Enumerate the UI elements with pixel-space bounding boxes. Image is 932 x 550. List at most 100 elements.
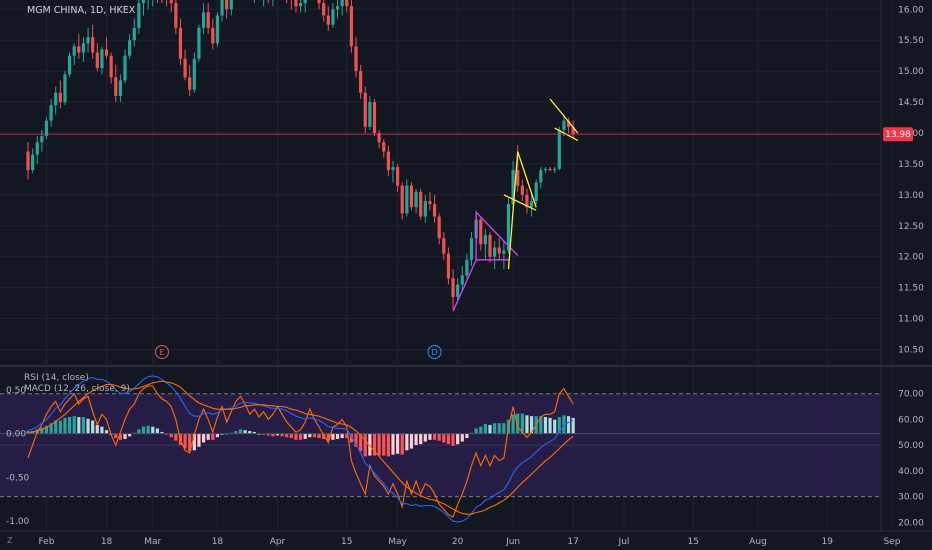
candle-body (377, 133, 381, 143)
time-tick-label: May (388, 537, 407, 547)
macd-histogram-bar (386, 433, 390, 457)
candle-body (303, 0, 307, 4)
rsi-tick-label: 20.00 (898, 518, 924, 528)
candle-body (423, 201, 427, 217)
trendline-yellow (507, 151, 519, 270)
candle-body (525, 194, 529, 208)
trendline-magenta (452, 259, 477, 312)
candle-body (174, 3, 178, 28)
rsi-tick-label: 30.00 (898, 493, 924, 503)
chart-title: MGM CHINA, 1D, HKEX (27, 5, 136, 16)
macd-histogram-bar (298, 433, 303, 440)
macd-histogram-bar (437, 433, 441, 441)
candle-body (81, 43, 86, 53)
candle-body (137, 3, 141, 28)
time-tick-label: Apr (270, 537, 286, 547)
candle-body (469, 238, 474, 260)
rsi-tick-label: 40.00 (898, 467, 924, 477)
candle-body (91, 37, 95, 53)
macd-histogram-bar (340, 433, 344, 439)
candle-body (409, 185, 414, 208)
time-tick-label: 19 (822, 537, 834, 547)
macd-histogram-bar (557, 417, 561, 434)
candle-body (506, 204, 511, 251)
macd-histogram-bar (451, 433, 455, 446)
macd-histogram-bar (382, 433, 386, 456)
candle-body (557, 129, 561, 169)
macd-histogram-bar (77, 417, 81, 434)
time-axis[interactable]: Feb18Mar18Apr15May20Jun17Jul15Aug19Sep16… (39, 537, 932, 547)
candle-body (566, 120, 571, 127)
macd-histogram-bar (174, 433, 178, 441)
macd-histogram-bar (285, 433, 289, 438)
macd-histogram-bar (525, 415, 529, 434)
macd-histogram-bar (553, 419, 557, 434)
macd-histogram-bar (40, 427, 44, 434)
candle-body (534, 182, 538, 202)
macd-histogram-bar (44, 425, 49, 434)
candle-body (571, 126, 575, 135)
time-tick-label: 20 (452, 537, 464, 547)
macd-histogram-bar (400, 433, 404, 455)
macd-histogram-bar (81, 417, 86, 434)
timezone-icon[interactable]: Z (7, 536, 13, 545)
candle-body (192, 58, 196, 90)
macd-histogram-bar (303, 433, 307, 439)
macd-histogram-bar (322, 433, 326, 439)
trendline-magenta (475, 211, 519, 256)
rsi-tick-label: 60.00 (898, 415, 924, 425)
time-tick-label: Jun (505, 537, 520, 547)
macd-histogram-bar (497, 423, 501, 434)
candle-body (49, 105, 53, 121)
macd-histogram-bar (312, 433, 317, 438)
macd-histogram-bar (483, 424, 487, 434)
trendline-drawings[interactable] (452, 98, 579, 312)
macd-histogram-bar (123, 433, 127, 439)
candle-body (483, 235, 487, 245)
price-tick-label: 10.50 (898, 346, 924, 356)
macd-histogram-bar (529, 416, 534, 434)
candle-body (197, 27, 201, 59)
macd-histogram-bar (511, 414, 515, 434)
candle-body (331, 9, 335, 25)
macd-histogram-bar (308, 433, 312, 438)
macd-histogram-bar (432, 433, 437, 440)
macd-histogram-bar (151, 426, 155, 434)
macd-histogram-bar (548, 417, 552, 434)
time-tick-label: Jul (618, 537, 630, 547)
event-marker-circle (427, 345, 442, 359)
candle-body (220, 0, 224, 16)
rsi-line (27, 385, 574, 518)
macd-histogram-bar (275, 433, 280, 436)
price-tick-label: 13.50 (898, 160, 924, 170)
candle-body (54, 92, 58, 106)
candle-body (67, 55, 72, 75)
candle-body (123, 55, 127, 81)
event-marker-circle (154, 345, 169, 359)
macd-histogram-bar (146, 425, 150, 434)
macd-histogram-bar (141, 426, 146, 434)
trendline-yellow (503, 194, 537, 211)
candle-body (128, 40, 132, 56)
macd-histogram-bar (474, 428, 478, 434)
macd-histogram-bar (188, 433, 192, 452)
macd-tick-label: -0.50 (6, 473, 30, 483)
macd-histogram-bar (409, 433, 414, 449)
candle-body (419, 191, 423, 217)
macd-histogram-bar (414, 433, 418, 446)
candle-body (26, 151, 30, 171)
macd-histogram-bar (539, 416, 543, 434)
candle-body (539, 170, 543, 183)
candle-body (188, 77, 192, 90)
macd-histogram-bar (271, 433, 275, 437)
macd-histogram-bar (266, 433, 270, 436)
current-price-marker: 13.98 (0, 127, 913, 142)
macd-histogram-bar (516, 413, 520, 434)
candle-body (488, 235, 492, 257)
macd-histogram-bar (114, 433, 118, 439)
macd-histogram-bar (396, 433, 400, 454)
macd-histogram-bar (566, 416, 571, 434)
price-tick-label: 11.50 (898, 284, 924, 294)
